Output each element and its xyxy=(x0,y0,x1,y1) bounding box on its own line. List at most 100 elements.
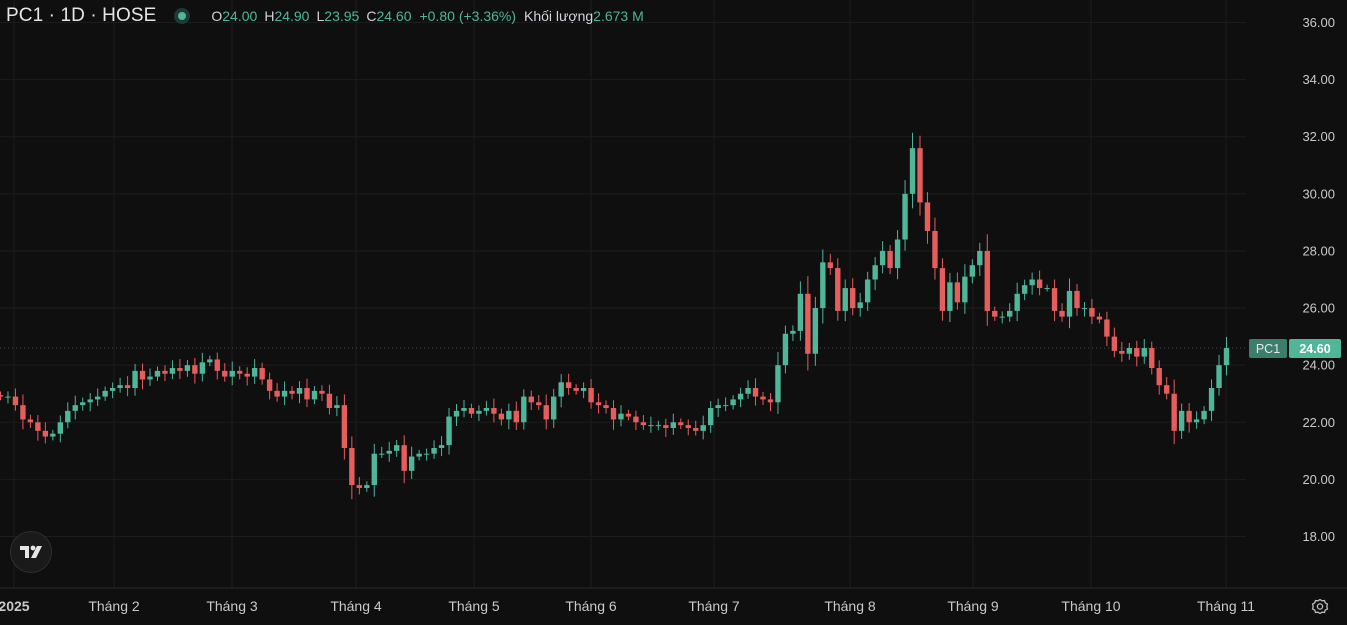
candle-body xyxy=(909,148,916,194)
candle xyxy=(715,398,721,417)
candle xyxy=(1104,311,1110,347)
candle-body xyxy=(124,385,131,389)
candle-body xyxy=(1007,310,1013,317)
candle xyxy=(416,449,422,461)
candle-body xyxy=(184,365,191,371)
candle-body xyxy=(259,368,265,380)
candle-body xyxy=(274,390,280,397)
open-label: O xyxy=(211,8,223,24)
candle-body xyxy=(394,445,400,451)
candle xyxy=(491,398,497,423)
y-tick-label: 20.00 xyxy=(1302,472,1335,487)
candle xyxy=(132,364,138,396)
gear-icon[interactable] xyxy=(1309,596,1331,618)
candle-body xyxy=(633,416,639,423)
candle xyxy=(648,416,654,433)
candle-body xyxy=(1044,288,1050,290)
candle xyxy=(109,382,116,399)
candle xyxy=(147,368,153,386)
chart-legend: PC1 · 1D · HOSE O 24.00 H 24.90 L 23.95 C 24… xyxy=(6,4,644,28)
candle xyxy=(1074,284,1080,316)
candle xyxy=(319,385,325,402)
candle xyxy=(760,391,766,406)
candle-body xyxy=(678,422,684,426)
candle xyxy=(199,352,206,382)
candle-body xyxy=(737,393,744,400)
candle xyxy=(879,241,886,274)
last-price-badge: PC1 24.60 xyxy=(1249,339,1341,358)
candle-body xyxy=(237,370,243,374)
candle xyxy=(65,402,71,429)
candle xyxy=(984,234,990,326)
candle-body xyxy=(1089,308,1095,317)
candle-body xyxy=(468,408,475,414)
candle-body xyxy=(790,330,796,334)
candle-body xyxy=(207,359,213,363)
candle-body xyxy=(1186,410,1192,423)
candle-body xyxy=(0,395,4,397)
candle-body xyxy=(857,302,863,309)
candle xyxy=(1208,379,1215,422)
candle xyxy=(1089,299,1095,324)
candle xyxy=(954,272,961,310)
candle-body xyxy=(850,288,856,309)
y-tick-label: 24.00 xyxy=(1302,358,1335,373)
low-value: 23.95 xyxy=(324,8,360,24)
candle xyxy=(558,374,564,408)
candle-body xyxy=(603,405,609,408)
candle-body xyxy=(947,282,953,311)
candle-body xyxy=(177,368,183,371)
candle xyxy=(536,395,542,410)
candle-body xyxy=(266,379,273,391)
candle xyxy=(790,325,796,342)
candle-body xyxy=(139,370,146,380)
candle xyxy=(274,383,280,402)
candle xyxy=(311,386,318,405)
candle-body xyxy=(521,396,527,423)
candle-body xyxy=(842,288,848,311)
candle xyxy=(326,384,333,415)
x-tick-label: Tháng 7 xyxy=(688,598,740,614)
candle xyxy=(939,258,946,321)
candle xyxy=(842,279,848,322)
candle xyxy=(237,366,243,380)
tradingview-logo-icon[interactable] xyxy=(10,531,52,573)
candle-body xyxy=(536,402,542,406)
change-value: +0.80 (+3.36%) xyxy=(419,8,517,24)
candle xyxy=(693,420,699,436)
candle-body xyxy=(20,405,26,420)
y-tick-label: 32.00 xyxy=(1302,129,1335,144)
candle xyxy=(1051,279,1058,322)
candle-body xyxy=(999,316,1005,318)
candle xyxy=(977,242,983,276)
candle-body xyxy=(924,202,931,231)
candle-body xyxy=(229,370,235,377)
candle xyxy=(483,400,490,416)
market-status-icon[interactable] xyxy=(174,8,191,24)
candle-body xyxy=(94,396,101,400)
candle xyxy=(947,272,953,323)
x-tick-label: Tháng 8 xyxy=(824,598,876,614)
candle xyxy=(670,413,676,435)
candle xyxy=(259,362,265,385)
symbol-title[interactable]: PC1 · 1D · HOSE xyxy=(6,5,157,26)
candle xyxy=(595,393,602,414)
y-tick-label: 26.00 xyxy=(1302,301,1335,316)
candle xyxy=(1021,279,1028,301)
candle-body xyxy=(371,453,377,486)
candle xyxy=(1029,272,1035,295)
candle xyxy=(453,404,460,426)
candle-body xyxy=(1081,308,1088,310)
candle-body xyxy=(334,405,340,408)
candle-body xyxy=(640,422,647,426)
candle-body xyxy=(109,388,116,391)
candle-body xyxy=(827,262,833,269)
close-label: C xyxy=(366,8,377,24)
candle-body xyxy=(147,376,153,380)
candle-body xyxy=(65,410,71,423)
candle-body xyxy=(588,388,594,403)
candle-body xyxy=(453,410,460,417)
candle xyxy=(177,359,183,380)
candle-body xyxy=(326,393,333,408)
